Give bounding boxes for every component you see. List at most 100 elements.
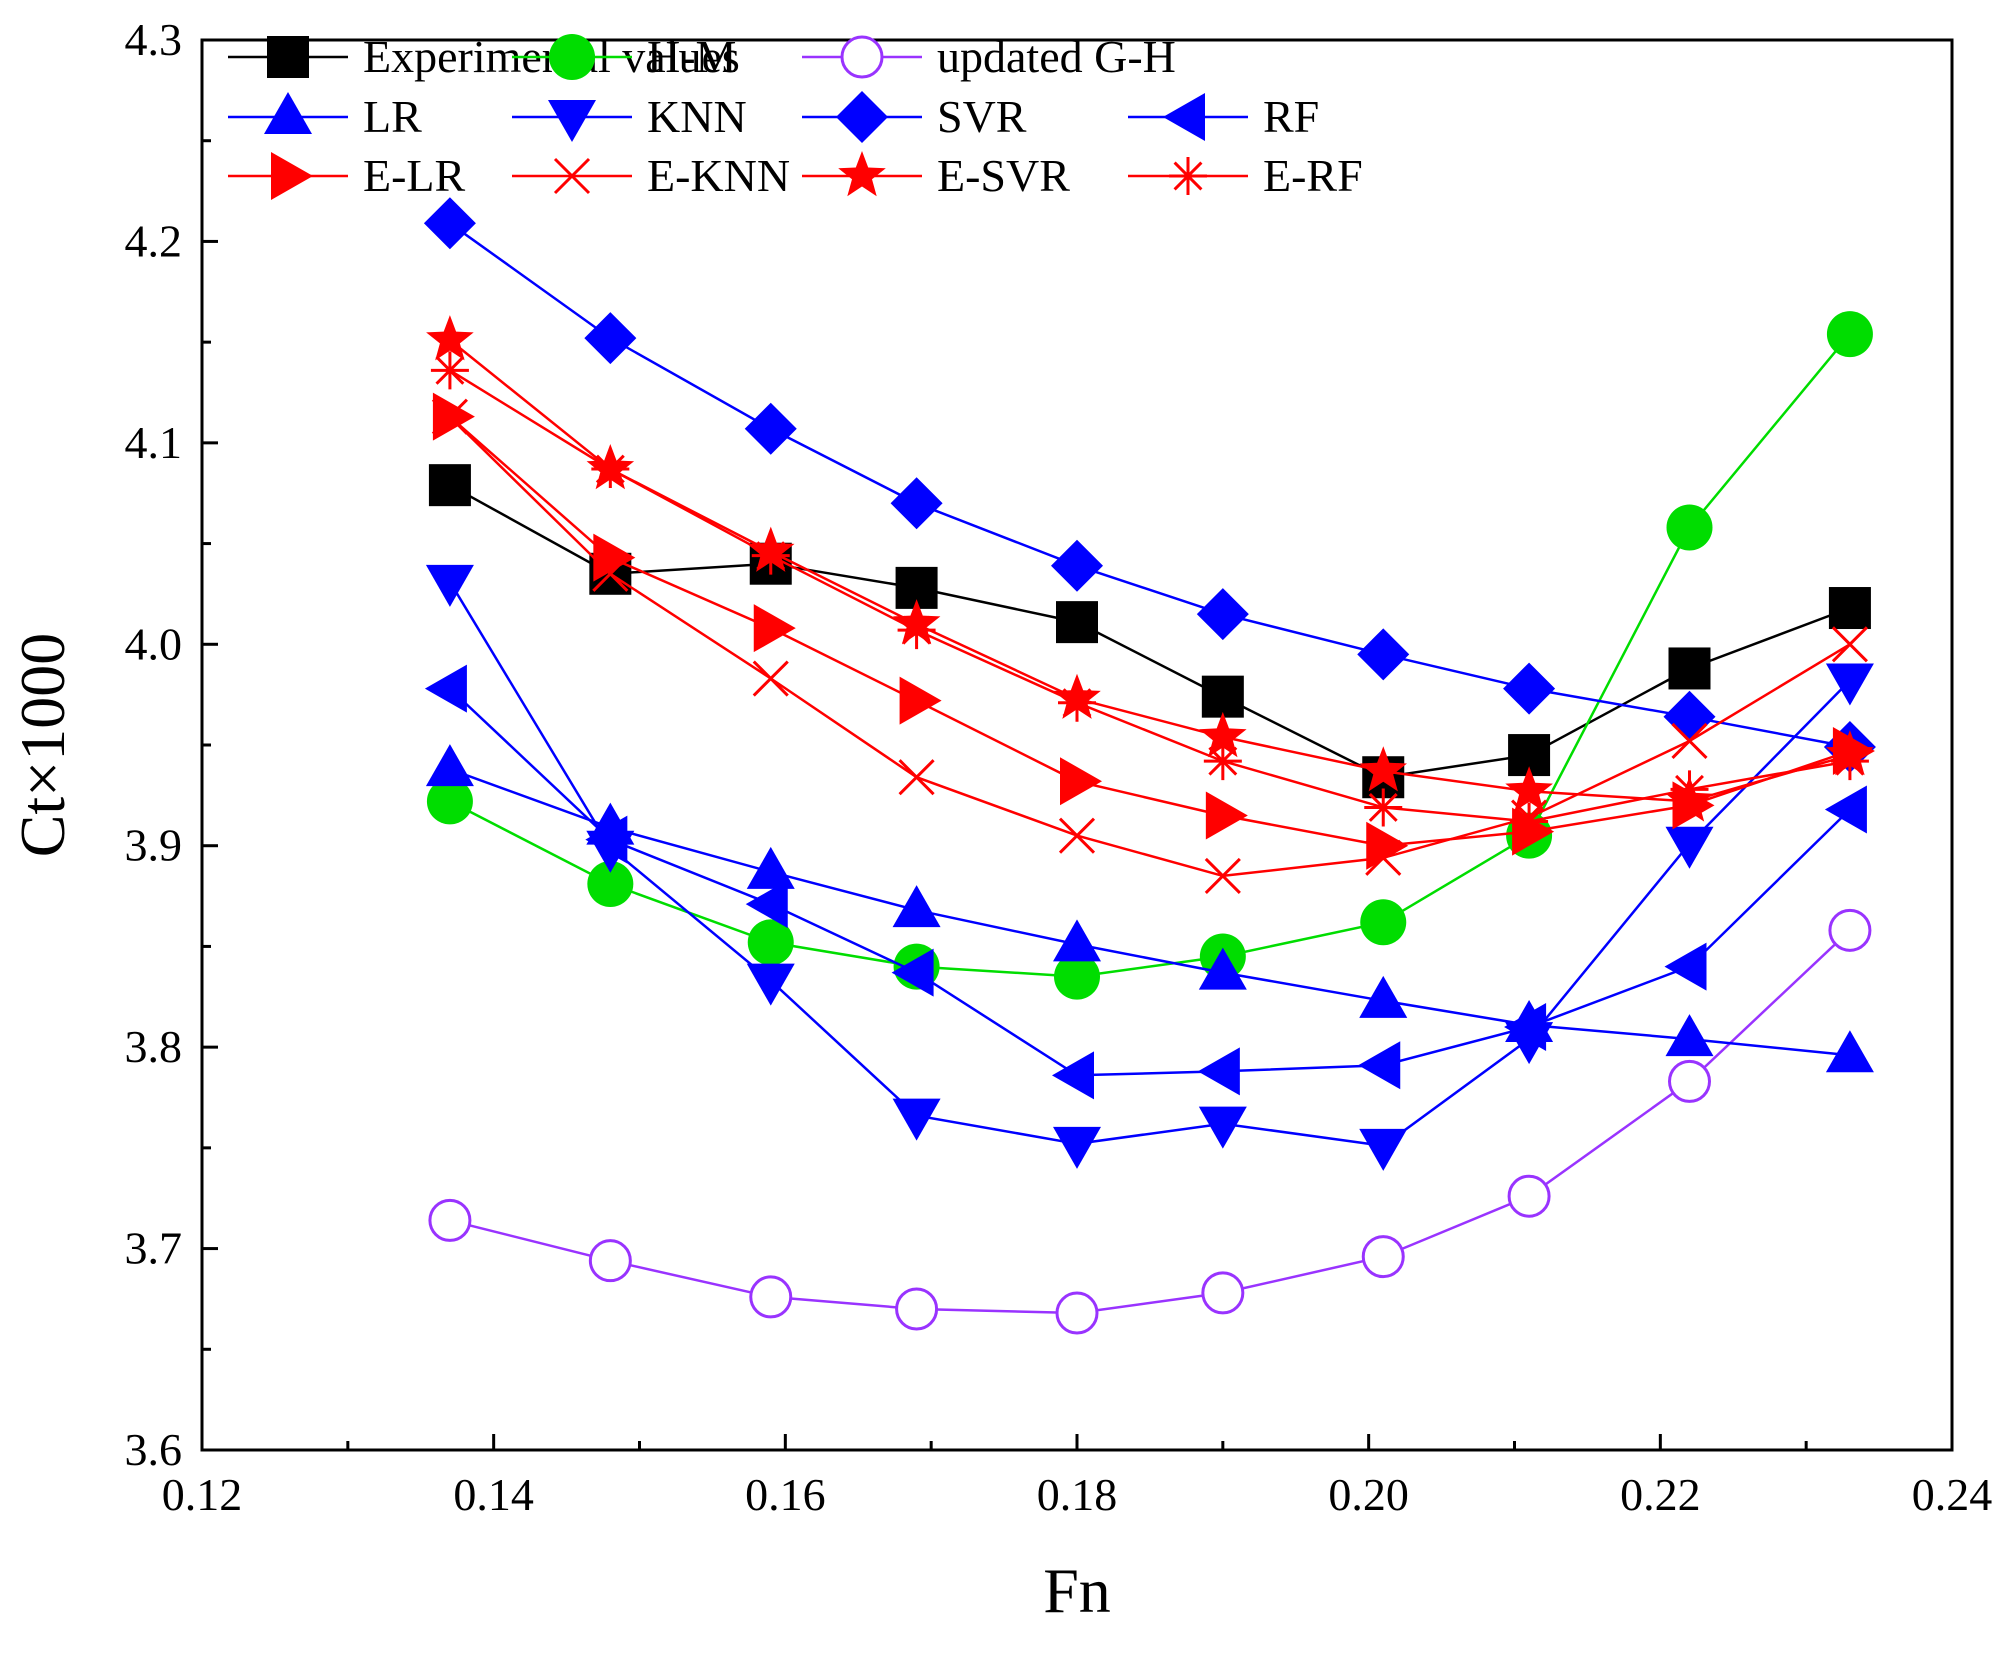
- data-point-lr: [1053, 919, 1101, 962]
- data-point-e-knn: [1671, 722, 1708, 760]
- data-point-svr: [744, 402, 797, 455]
- data-point-svr: [1503, 662, 1556, 715]
- legend-label-updated-g-h: updated G-H: [937, 31, 1176, 82]
- data-point-e-lr: [753, 604, 796, 653]
- series-layer: [423, 197, 1876, 1335]
- legend-marker-knn: [548, 100, 596, 142]
- series-line-e-knn: [449, 415, 1851, 878]
- data-point-e-knn: [1365, 839, 1402, 876]
- y-tick-label: 4.2: [125, 215, 183, 266]
- data-point-svr: [1196, 588, 1249, 641]
- data-point-e-rf: [1510, 802, 1549, 841]
- series-line-experimental-values: [449, 484, 1851, 779]
- y-tick-label: 4.0: [125, 618, 183, 669]
- data-point-lr: [1359, 975, 1408, 1018]
- data-point-updated-g-h: [1828, 908, 1872, 952]
- data-point-knn: [1665, 826, 1714, 869]
- data-point-experimental-values: [1056, 601, 1098, 644]
- legend-marker-e-rf: [1169, 157, 1207, 195]
- data-point-e-knn: [592, 555, 629, 592]
- legend-marker-rf: [1163, 93, 1205, 141]
- data-point-knn: [746, 963, 795, 1006]
- series-svr: [423, 197, 1876, 774]
- data-point-e-knn: [431, 398, 468, 435]
- data-point-rf: [745, 880, 788, 929]
- data-point-e-rf: [751, 536, 790, 575]
- data-point-e-knn: [752, 660, 789, 697]
- data-point-h-m: [1666, 504, 1713, 551]
- legend-label-e-rf: E-RF: [1263, 150, 1363, 201]
- data-point-knn: [1053, 1126, 1101, 1169]
- data-point-e-rf: [1830, 742, 1869, 781]
- x-axis-title: Fn: [1043, 1555, 1111, 1626]
- legend-marker-h-m: [549, 34, 595, 80]
- data-point-lr: [425, 744, 474, 787]
- data-point-svr: [890, 477, 943, 530]
- data-point-e-svr: [426, 315, 474, 361]
- legend-label-knn: KNN: [647, 91, 747, 142]
- y-tick-label: 4.3: [125, 14, 183, 65]
- data-point-lr: [1825, 1030, 1874, 1073]
- y-tick-label: 4.1: [125, 417, 183, 468]
- series-line-updated-g-h: [449, 929, 1851, 1315]
- legend-item-e-svr: E-SVR: [802, 150, 1070, 201]
- x-tick-label: 0.24: [1912, 1469, 1993, 1520]
- series-line-rf: [449, 687, 1851, 1077]
- data-point-rf: [585, 815, 628, 864]
- data-point-e-rf: [897, 611, 936, 650]
- data-point-h-m: [587, 860, 634, 907]
- legend-label-e-lr: E-LR: [363, 150, 466, 201]
- legend-item-e-knn: E-KNN: [512, 150, 790, 201]
- data-point-e-lr: [593, 533, 636, 582]
- data-point-e-lr: [899, 676, 942, 725]
- data-point-knn: [1198, 1106, 1247, 1149]
- series-line-svr: [449, 222, 1851, 749]
- y-axis: 3.6 3.7 3.8 3.9 4.0 4.1 4.2 4.3: [125, 14, 218, 1475]
- y-tick-label: 3.9: [125, 820, 183, 871]
- data-point-e-lr: [432, 392, 475, 441]
- legend-label-e-knn: E-KNN: [647, 150, 790, 201]
- data-point-updated-g-h: [588, 1239, 632, 1283]
- data-point-knn: [1359, 1128, 1408, 1171]
- data-point-lr: [1665, 1014, 1714, 1057]
- series-line-e-rf: [449, 369, 1851, 823]
- data-point-e-rf: [1058, 683, 1096, 722]
- data-point-e-rf: [591, 450, 630, 489]
- data-point-e-knn: [1058, 817, 1096, 854]
- legend-item-h-m: H-M: [512, 31, 736, 82]
- y-tick-label: 3.8: [125, 1021, 183, 1072]
- data-point-lr: [746, 846, 795, 889]
- series-line-e-svr: [449, 339, 1851, 803]
- y-axis-title: Ct×1000: [7, 633, 78, 858]
- data-point-experimental-values: [428, 464, 471, 507]
- legend-marker-experimental-values: [267, 36, 309, 78]
- data-point-lr: [1198, 947, 1247, 990]
- data-point-lr: [892, 885, 941, 928]
- legend-marker-svr: [836, 91, 888, 143]
- legend-item-e-rf: E-RF: [1128, 150, 1363, 201]
- data-point-experimental-values: [1201, 675, 1244, 718]
- data-point-e-knn: [1831, 626, 1868, 663]
- data-point-e-svr: [1359, 746, 1407, 792]
- data-point-rf: [1358, 1041, 1401, 1090]
- data-point-rf: [891, 948, 934, 997]
- data-point-updated-g-h: [1361, 1235, 1405, 1279]
- legend-marker-e-svr: [838, 151, 886, 197]
- y-tick-label: 3.6: [125, 1424, 183, 1475]
- legend-item-updated-g-h: updated G-H: [802, 31, 1176, 82]
- data-point-e-rf: [1670, 770, 1709, 809]
- legend-marker-updated-g-h: [840, 35, 884, 79]
- x-tick-label: 0.20: [1328, 1469, 1409, 1520]
- data-point-e-rf: [430, 351, 469, 390]
- legend-item-e-lr: E-LR: [228, 150, 466, 201]
- x-tick-label: 0.12: [162, 1469, 243, 1520]
- data-point-e-knn: [1204, 857, 1241, 894]
- legend-item-svr: SVR: [802, 91, 1027, 143]
- x-axis: 0.12 0.14 0.16 0.18 0.20 0.22 0.24: [162, 1434, 1993, 1520]
- data-point-svr: [1357, 628, 1410, 681]
- data-point-h-m: [1826, 311, 1873, 358]
- data-point-experimental-values: [1828, 587, 1871, 630]
- data-point-svr: [423, 197, 476, 250]
- series-updated-g-h: [428, 908, 1872, 1335]
- data-point-updated-g-h: [1201, 1271, 1245, 1315]
